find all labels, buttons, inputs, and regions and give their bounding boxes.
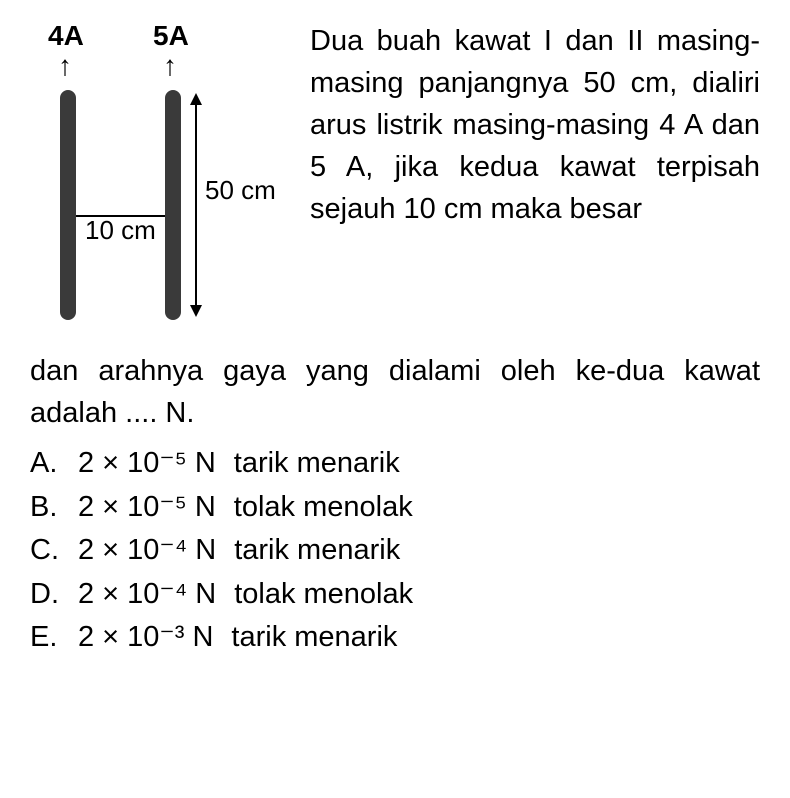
option-d: D. 2 × 10⁻⁴ N tolak menolak (30, 573, 760, 617)
option-desc: tolak menolak (234, 573, 413, 617)
option-letter: C. (30, 529, 60, 573)
option-letter: D. (30, 573, 60, 617)
option-value: 2 × 10⁻⁴ N (78, 573, 216, 617)
wire-diagram: 4A 5A ↑ ↑ 10 cm 50 cm (30, 20, 290, 350)
option-value: 2 × 10⁻⁵ N (78, 486, 216, 530)
option-letter: E. (30, 616, 60, 660)
page-container: 4A 5A ↑ ↑ 10 cm 50 cm Dua buah kawat I d… (30, 20, 760, 660)
option-letter: A. (30, 442, 60, 486)
option-desc: tolak menolak (234, 486, 413, 530)
option-c: C. 2 × 10⁻⁴ N tarik menarik (30, 529, 760, 573)
option-value: 2 × 10⁻⁵ N (78, 442, 216, 486)
option-value: 2 × 10⁻³ N (78, 616, 213, 660)
height-arrow-icon (195, 95, 197, 315)
top-section: 4A 5A ↑ ↑ 10 cm 50 cm Dua buah kawat I d… (30, 20, 760, 350)
option-value: 2 × 10⁻⁴ N (78, 529, 216, 573)
option-letter: B. (30, 486, 60, 530)
wire-right (165, 90, 181, 320)
arrow-up-left-icon: ↑ (58, 50, 72, 82)
current-label-left: 4A (48, 20, 84, 52)
option-b: B. 2 × 10⁻⁵ N tolak menolak (30, 486, 760, 530)
current-label-right: 5A (153, 20, 189, 52)
option-desc: tarik menarik (231, 616, 397, 660)
separation-label: 10 cm (85, 215, 156, 246)
options-list: A. 2 × 10⁻⁵ N tarik menarik B. 2 × 10⁻⁵ … (30, 442, 760, 660)
question-text-right: Dua buah kawat I dan II masing-masing pa… (310, 20, 760, 350)
arrow-up-right-icon: ↑ (163, 50, 177, 82)
option-e: E. 2 × 10⁻³ N tarik menarik (30, 616, 760, 660)
option-a: A. 2 × 10⁻⁵ N tarik menarik (30, 442, 760, 486)
question-text-below: dan arahnya gaya yang dialami oleh ke-du… (30, 350, 760, 434)
height-label: 50 cm (205, 175, 276, 206)
wire-left (60, 90, 76, 320)
option-desc: tarik menarik (234, 529, 400, 573)
option-desc: tarik menarik (234, 442, 400, 486)
